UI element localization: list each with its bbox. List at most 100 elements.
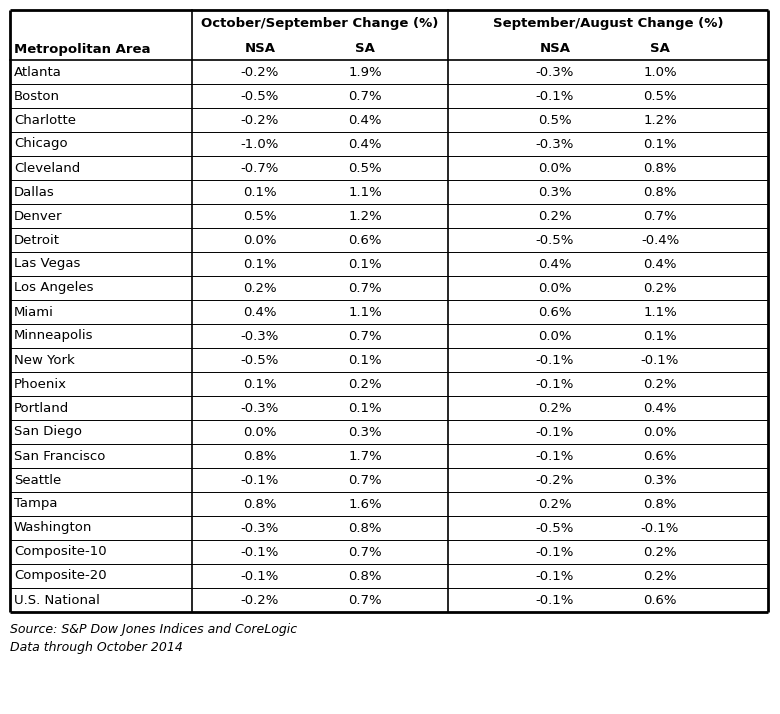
Text: -0.5%: -0.5%: [241, 89, 279, 103]
Text: 0.7%: 0.7%: [348, 281, 382, 294]
Text: 1.9%: 1.9%: [348, 66, 382, 79]
Text: 1.6%: 1.6%: [348, 498, 382, 511]
Text: 0.6%: 0.6%: [644, 450, 677, 463]
Text: 0.6%: 0.6%: [348, 233, 381, 246]
Text: 0.4%: 0.4%: [243, 306, 277, 318]
Text: 0.7%: 0.7%: [348, 329, 382, 343]
Text: Detroit: Detroit: [14, 233, 60, 246]
Text: 0.0%: 0.0%: [538, 329, 572, 343]
Text: 0.8%: 0.8%: [644, 498, 677, 511]
Text: Cleveland: Cleveland: [14, 161, 80, 174]
Text: 0.1%: 0.1%: [644, 329, 677, 343]
Text: Atlanta: Atlanta: [14, 66, 62, 79]
Text: Los Angeles: Los Angeles: [14, 281, 94, 294]
Text: -0.1%: -0.1%: [536, 545, 574, 558]
Text: 0.1%: 0.1%: [348, 258, 382, 271]
Text: 0.2%: 0.2%: [644, 545, 677, 558]
Text: Seattle: Seattle: [14, 473, 62, 486]
Text: 0.2%: 0.2%: [538, 498, 572, 511]
Text: 0.1%: 0.1%: [348, 401, 382, 415]
Text: 0.0%: 0.0%: [243, 426, 277, 438]
Text: 0.6%: 0.6%: [644, 593, 677, 606]
Text: September/August Change (%): September/August Change (%): [493, 18, 723, 31]
Text: Tampa: Tampa: [14, 498, 58, 511]
Text: Minneapolis: Minneapolis: [14, 329, 94, 343]
Text: Phoenix: Phoenix: [14, 378, 67, 391]
Text: -0.1%: -0.1%: [241, 473, 279, 486]
Text: -0.3%: -0.3%: [536, 138, 574, 151]
Text: -0.5%: -0.5%: [536, 521, 574, 535]
Text: Dallas: Dallas: [14, 186, 55, 198]
Text: 0.2%: 0.2%: [644, 570, 677, 583]
Text: 0.0%: 0.0%: [243, 233, 277, 246]
Text: Las Vegas: Las Vegas: [14, 258, 80, 271]
Text: 0.8%: 0.8%: [348, 570, 381, 583]
Text: 0.7%: 0.7%: [348, 473, 382, 486]
Text: -0.1%: -0.1%: [241, 545, 279, 558]
Text: 0.7%: 0.7%: [348, 89, 382, 103]
Text: SA: SA: [650, 43, 670, 56]
Text: Boston: Boston: [14, 89, 60, 103]
Text: 0.2%: 0.2%: [644, 378, 677, 391]
Text: 0.3%: 0.3%: [644, 473, 677, 486]
Text: 1.2%: 1.2%: [644, 114, 677, 126]
Text: 0.7%: 0.7%: [644, 209, 677, 223]
Text: -1.0%: -1.0%: [241, 138, 279, 151]
Text: 1.1%: 1.1%: [348, 306, 382, 318]
Text: Denver: Denver: [14, 209, 62, 223]
Text: NSA: NSA: [244, 43, 275, 56]
Text: 0.1%: 0.1%: [243, 186, 277, 198]
Text: -0.3%: -0.3%: [241, 329, 279, 343]
Text: -0.2%: -0.2%: [536, 473, 574, 486]
Text: 1.7%: 1.7%: [348, 450, 382, 463]
Text: 1.0%: 1.0%: [644, 66, 677, 79]
Text: 0.8%: 0.8%: [644, 186, 677, 198]
Text: -0.2%: -0.2%: [241, 66, 279, 79]
Text: 0.4%: 0.4%: [348, 138, 381, 151]
Text: 0.7%: 0.7%: [348, 593, 382, 606]
Text: -0.1%: -0.1%: [536, 593, 574, 606]
Text: Composite-10: Composite-10: [14, 545, 107, 558]
Text: Portland: Portland: [14, 401, 69, 415]
Text: 0.0%: 0.0%: [538, 161, 572, 174]
Text: 0.4%: 0.4%: [538, 258, 572, 271]
Text: SA: SA: [355, 43, 375, 56]
Text: 0.2%: 0.2%: [644, 281, 677, 294]
Text: 0.5%: 0.5%: [243, 209, 277, 223]
Text: -0.1%: -0.1%: [641, 521, 679, 535]
Text: 0.5%: 0.5%: [644, 89, 677, 103]
Text: 0.0%: 0.0%: [538, 281, 572, 294]
Text: 0.1%: 0.1%: [348, 353, 382, 366]
Text: 0.2%: 0.2%: [348, 378, 382, 391]
Text: 1.1%: 1.1%: [644, 306, 677, 318]
Text: 0.1%: 0.1%: [243, 378, 277, 391]
Text: 0.8%: 0.8%: [243, 450, 277, 463]
Text: -0.3%: -0.3%: [241, 401, 279, 415]
Text: 0.4%: 0.4%: [348, 114, 381, 126]
Text: 0.7%: 0.7%: [348, 545, 382, 558]
Text: -0.3%: -0.3%: [241, 521, 279, 535]
Text: Charlotte: Charlotte: [14, 114, 76, 126]
Text: -0.1%: -0.1%: [536, 570, 574, 583]
Text: Washington: Washington: [14, 521, 92, 535]
Text: 0.4%: 0.4%: [644, 401, 677, 415]
Text: -0.1%: -0.1%: [536, 89, 574, 103]
Text: -0.2%: -0.2%: [241, 593, 279, 606]
Text: San Francisco: San Francisco: [14, 450, 105, 463]
Text: U.S. National: U.S. National: [14, 593, 100, 606]
Text: 0.8%: 0.8%: [644, 161, 677, 174]
Text: 0.5%: 0.5%: [348, 161, 382, 174]
Text: October/September Change (%): October/September Change (%): [201, 18, 438, 31]
Text: 0.1%: 0.1%: [644, 138, 677, 151]
Text: -0.1%: -0.1%: [241, 570, 279, 583]
Text: -0.7%: -0.7%: [241, 161, 279, 174]
Text: -0.1%: -0.1%: [536, 426, 574, 438]
Text: Data through October 2014: Data through October 2014: [10, 640, 183, 653]
Text: 0.8%: 0.8%: [348, 521, 381, 535]
Text: 0.2%: 0.2%: [538, 401, 572, 415]
Text: Composite-20: Composite-20: [14, 570, 107, 583]
Text: 0.5%: 0.5%: [538, 114, 572, 126]
Text: -0.3%: -0.3%: [536, 66, 574, 79]
Text: Chicago: Chicago: [14, 138, 68, 151]
Text: -0.1%: -0.1%: [641, 353, 679, 366]
